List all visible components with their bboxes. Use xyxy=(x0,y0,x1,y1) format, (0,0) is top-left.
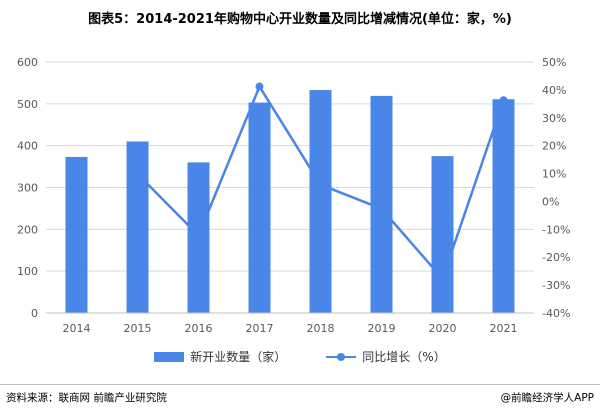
bar xyxy=(431,156,454,313)
legend: 新开业数量（家） 同比增长（%） xyxy=(0,348,600,365)
right-tick-label: -20% xyxy=(542,251,570,264)
legend-line-label: 同比增长（%） xyxy=(362,350,446,364)
right-tick-label: 20% xyxy=(542,140,566,153)
gridlines xyxy=(46,61,534,314)
combo-chart: 0 100 200 300 400 500 600 -40% -30% -20% -10% 0% 10%… xyxy=(17,56,570,335)
legend-bar-label: 新开业数量（家） xyxy=(190,350,287,364)
source-note: 资料来源：联商网 前瞻产业研究院 xyxy=(6,392,167,404)
bar xyxy=(492,99,515,314)
bar xyxy=(126,141,149,313)
growth-point xyxy=(194,231,203,240)
left-tick-label: 100 xyxy=(17,265,38,278)
x-tick-label: 2018 xyxy=(307,322,335,335)
right-tick-label: 10% xyxy=(542,168,566,181)
growth-point xyxy=(438,274,447,283)
right-tick-label: 50% xyxy=(542,56,566,69)
right-tick-label: -40% xyxy=(542,307,570,320)
legend-item-bars: 新开业数量（家） xyxy=(154,348,286,365)
line-series xyxy=(133,82,508,283)
left-tick-label: 0 xyxy=(31,307,38,320)
legend-item-line: 同比增长（%） xyxy=(326,348,446,365)
right-tick-label: 40% xyxy=(542,84,566,97)
left-tick-label: 400 xyxy=(17,140,38,153)
right-tick-label: -10% xyxy=(542,223,570,236)
bar xyxy=(248,102,271,313)
chart-title: 图表5：2014-2021年购物中心开业数量及同比增减情况(单位：家，%) xyxy=(88,12,512,27)
x-tick-label: 2020 xyxy=(429,322,457,335)
x-tick-label: 2019 xyxy=(368,322,396,335)
right-tick-label: 0% xyxy=(542,195,559,208)
growth-point xyxy=(377,204,386,213)
footer-divider xyxy=(0,384,600,385)
growth-point xyxy=(133,169,142,178)
bar xyxy=(370,95,393,313)
x-tick-label: 2016 xyxy=(185,322,213,335)
left-tick-label: 200 xyxy=(17,223,38,236)
right-tick-label: 30% xyxy=(542,112,566,125)
credit-note: @前瞻经济学人APP xyxy=(500,392,594,404)
x-tick-label: 2021 xyxy=(490,322,518,335)
axes: 0 100 200 300 400 500 600 -40% -30% -20% -10% 0% 10%… xyxy=(17,56,570,335)
x-tick-label: 2015 xyxy=(124,322,152,335)
bar-series xyxy=(65,90,515,314)
left-tick-label: 300 xyxy=(17,182,38,195)
bar xyxy=(309,90,332,313)
growth-point xyxy=(255,82,264,91)
growth-point xyxy=(316,180,325,189)
legend-bar-swatch xyxy=(154,351,185,362)
bar xyxy=(65,156,88,313)
left-tick-label: 600 xyxy=(17,56,38,69)
growth-point xyxy=(499,96,508,105)
left-tick-label: 500 xyxy=(17,98,38,111)
x-tick-label: 2014 xyxy=(63,322,91,335)
x-tick-label: 2017 xyxy=(246,322,274,335)
right-tick-label: -30% xyxy=(542,279,570,292)
legend-line-swatch xyxy=(326,352,357,362)
